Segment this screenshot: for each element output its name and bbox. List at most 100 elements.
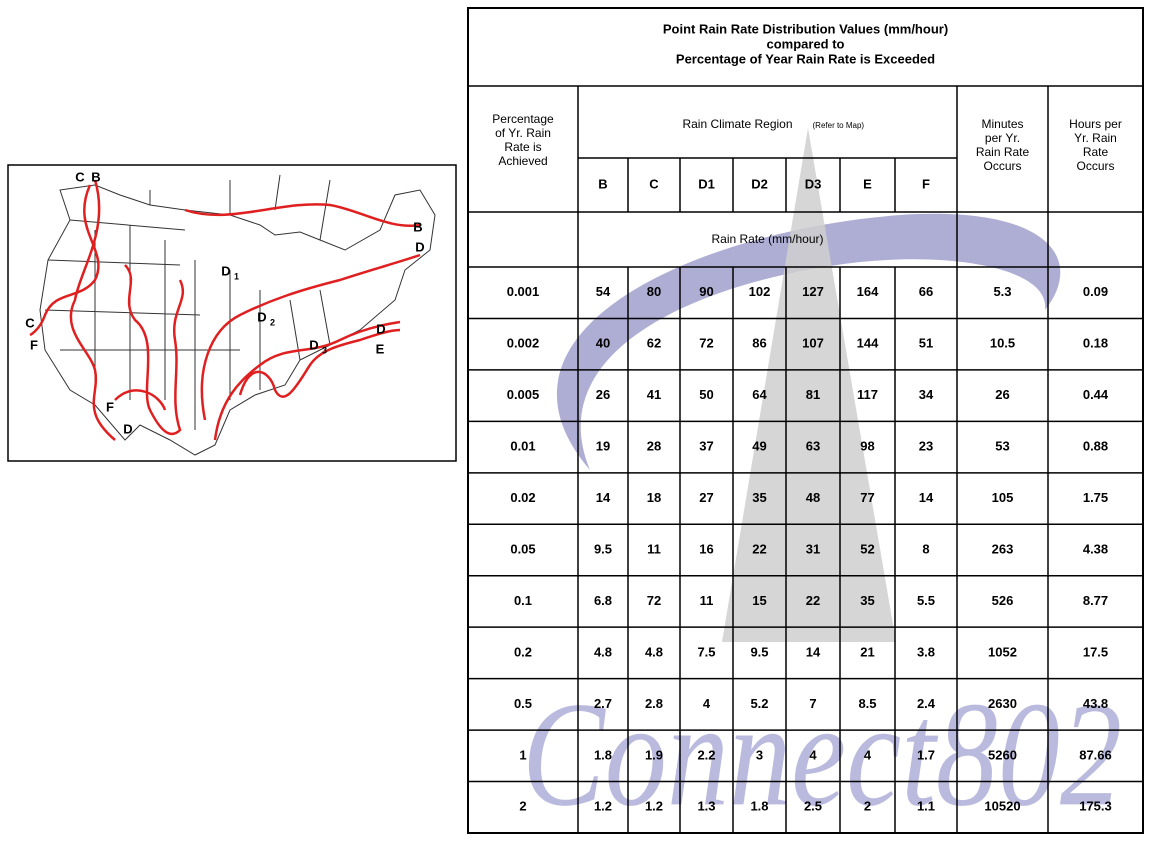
table-cell: 7 bbox=[809, 696, 816, 711]
table-cell: 144 bbox=[857, 336, 879, 351]
table-cell: 0.1 bbox=[514, 593, 532, 608]
region-code: D3 bbox=[805, 176, 822, 191]
region-code: E bbox=[863, 176, 872, 191]
table-cell: 40 bbox=[596, 336, 610, 351]
table-cell: 62 bbox=[647, 336, 661, 351]
table-cell: 19 bbox=[596, 439, 610, 454]
table-cell: 1.8 bbox=[594, 747, 612, 762]
table-cell: 98 bbox=[860, 439, 874, 454]
map-label: B bbox=[91, 169, 100, 184]
map-label: D bbox=[376, 321, 385, 336]
map-label: D bbox=[123, 421, 132, 436]
watermark-swoosh bbox=[556, 213, 1061, 470]
table-cell: 53 bbox=[995, 439, 1009, 454]
table-cell: 14 bbox=[806, 644, 821, 659]
table-cell: 18 bbox=[647, 490, 661, 505]
column-header: Minutes bbox=[981, 117, 1023, 131]
table-cell: 0.05 bbox=[510, 541, 535, 556]
table-cell: 9.5 bbox=[750, 644, 768, 659]
table-cell: 1.1 bbox=[917, 799, 935, 814]
table-cell: 0.09 bbox=[1083, 284, 1108, 299]
region-code: D1 bbox=[698, 176, 715, 191]
table-cell: 48 bbox=[806, 490, 820, 505]
table-cell: 35 bbox=[860, 593, 874, 608]
table-cell: 1.9 bbox=[645, 747, 663, 762]
table-cell: 8.77 bbox=[1083, 593, 1108, 608]
map-label: F bbox=[30, 337, 38, 352]
region-code: C bbox=[649, 176, 659, 191]
table-cell: 54 bbox=[596, 284, 611, 299]
column-header: Achieved bbox=[498, 154, 547, 168]
column-header: of Yr. Rain bbox=[495, 126, 551, 140]
column-header: Rate is bbox=[504, 140, 541, 154]
table-cell: 52 bbox=[860, 541, 874, 556]
table-cell: 2.5 bbox=[804, 799, 822, 814]
column-header: Percentage bbox=[492, 112, 554, 126]
table-cell: 87.66 bbox=[1079, 747, 1112, 762]
map-borders bbox=[39, 174, 436, 456]
region-title: Rain Climate Region bbox=[682, 117, 792, 131]
column-header: Rate bbox=[1083, 145, 1109, 159]
table-cell: 526 bbox=[992, 593, 1014, 608]
column-header: Occurs bbox=[983, 159, 1021, 173]
table-cell: 0.001 bbox=[507, 284, 540, 299]
map-label-sub: 2 bbox=[270, 317, 275, 327]
table-cell: 81 bbox=[806, 387, 820, 402]
table-cell: 117 bbox=[857, 387, 878, 402]
table-cell: 4.8 bbox=[594, 644, 612, 659]
table-cell: 35 bbox=[752, 490, 766, 505]
table-cell: 2.2 bbox=[697, 747, 715, 762]
table-cell: 105 bbox=[992, 490, 1014, 505]
table-cell: 72 bbox=[647, 593, 661, 608]
map-label: E bbox=[376, 341, 385, 356]
table-cell: 14 bbox=[919, 490, 934, 505]
table-cell: 127 bbox=[802, 284, 824, 299]
table-cell: 49 bbox=[752, 439, 766, 454]
table-cell: 175.3 bbox=[1079, 799, 1112, 814]
table-cell: 5.3 bbox=[993, 284, 1011, 299]
table-cell: 28 bbox=[647, 439, 661, 454]
table-cell: 7.5 bbox=[697, 644, 715, 659]
table-cell: 0.2 bbox=[514, 644, 532, 659]
table-cell: 72 bbox=[699, 336, 713, 351]
table-cell: 50 bbox=[699, 387, 713, 402]
table-cell: 1.7 bbox=[917, 747, 935, 762]
table-cell: 2.7 bbox=[594, 696, 612, 711]
table-cell: 1.75 bbox=[1083, 490, 1108, 505]
map-label: F bbox=[106, 399, 114, 414]
table-cell: 90 bbox=[699, 284, 713, 299]
table-cell: 6.8 bbox=[594, 593, 612, 608]
table-cell: 1.2 bbox=[645, 799, 663, 814]
table-cell: 80 bbox=[647, 284, 661, 299]
watermark: Connect802 bbox=[522, 128, 1122, 837]
region-header: Rain Climate Region bbox=[682, 117, 792, 131]
table-cell: 3.8 bbox=[917, 644, 935, 659]
map-label-sub: 3 bbox=[322, 345, 327, 355]
column-header: Hours per bbox=[1069, 117, 1122, 131]
map-label: D bbox=[257, 309, 266, 324]
table-text: Point Rain Rate Distribution Values (mm/… bbox=[492, 21, 1122, 813]
table-cell: 0.18 bbox=[1083, 336, 1108, 351]
table-cell: 43.8 bbox=[1083, 696, 1108, 711]
region-code: F bbox=[922, 176, 930, 191]
table-cell: 23 bbox=[919, 439, 933, 454]
table-cell: 2 bbox=[864, 799, 871, 814]
table-title: compared to bbox=[766, 36, 844, 51]
table-cell: 0.44 bbox=[1083, 387, 1109, 402]
table-cell: 34 bbox=[919, 387, 934, 402]
table-cell: 4 bbox=[809, 747, 817, 762]
table-cell: 4.38 bbox=[1083, 541, 1108, 556]
region-boundaries bbox=[29, 179, 421, 441]
region-code: B bbox=[598, 176, 607, 191]
table-cell: 26 bbox=[995, 387, 1009, 402]
table-cell: 66 bbox=[919, 284, 933, 299]
table-cell: 2.4 bbox=[917, 696, 936, 711]
table-cell: 51 bbox=[919, 336, 933, 351]
table-cell: 27 bbox=[699, 490, 713, 505]
table-cell: 31 bbox=[806, 541, 820, 556]
table-cell: 4 bbox=[703, 696, 711, 711]
table-cell: 263 bbox=[992, 541, 1014, 556]
column-header: Occurs bbox=[1076, 159, 1114, 173]
table-cell: 21 bbox=[860, 644, 874, 659]
